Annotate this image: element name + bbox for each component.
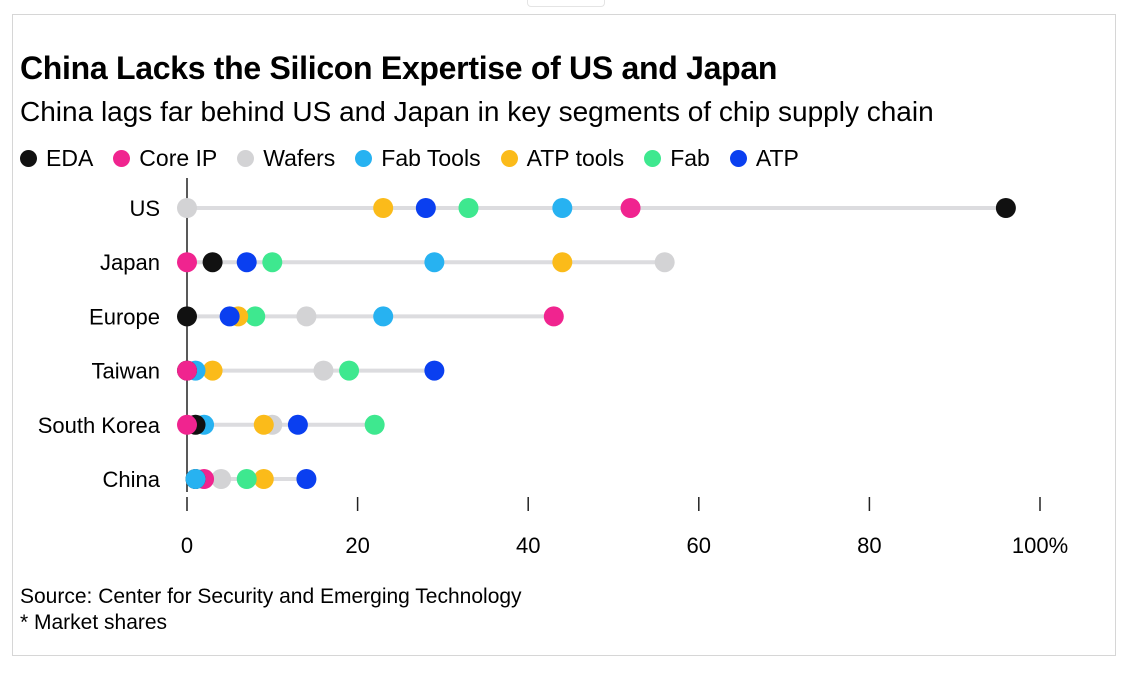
dot-japan-atp-tools bbox=[552, 252, 573, 273]
legend-label-core-ip: Core IP bbox=[139, 144, 218, 171]
legend-label-atp-tools: ATP tools bbox=[526, 144, 625, 171]
dot-europe-core-ip bbox=[543, 306, 564, 327]
dot-europe-fab bbox=[245, 306, 266, 327]
category-label-us: US bbox=[129, 196, 160, 221]
dot-us-wafers bbox=[177, 198, 197, 218]
chart-card bbox=[12, 14, 1116, 656]
dot-europe-eda bbox=[177, 306, 197, 327]
chart-legend: EDA Core IP Wafers Fab Tools ATP tools Fab ATP bbox=[20, 144, 819, 172]
chart-title: China Lacks the Silicon Expertise of US … bbox=[20, 50, 778, 86]
category-label-china: China bbox=[103, 467, 161, 492]
dot-europe-fab-tools bbox=[373, 306, 394, 327]
dot-us-atp-tools bbox=[373, 198, 394, 218]
dot-europe-wafers bbox=[296, 306, 317, 327]
legend-swatch-atp bbox=[729, 149, 747, 167]
legend-label-fab-tools: Fab Tools bbox=[381, 144, 481, 171]
category-label-europe: Europe bbox=[89, 304, 160, 329]
x-tick-label-60: 60 bbox=[687, 533, 711, 558]
legend-swatch-wafers bbox=[237, 149, 255, 167]
top-tab-decoration bbox=[527, 0, 605, 7]
dot-us-fab bbox=[458, 198, 479, 218]
legend-item-fab-tools: Fab Tools bbox=[355, 144, 481, 172]
legend-swatch-fab-tools bbox=[355, 149, 373, 167]
dot-japan-fab-tools bbox=[424, 252, 445, 273]
dot-japan-wafers bbox=[654, 252, 675, 273]
x-tick-label-40: 40 bbox=[516, 533, 540, 558]
legend-swatch-atp-tools bbox=[500, 149, 518, 167]
dot-us-core-ip bbox=[620, 198, 641, 218]
legend-item-fab: Fab bbox=[644, 145, 710, 172]
dot-taiwan-core-ip bbox=[177, 360, 197, 381]
dot-taiwan-fab bbox=[339, 360, 360, 381]
legend-item-atp-tools: ATP tools bbox=[500, 144, 625, 172]
legend-item-atp: ATP bbox=[729, 144, 799, 172]
dot-taiwan-wafers bbox=[313, 360, 334, 381]
legend-label-fab: Fab bbox=[670, 144, 710, 171]
x-tick-label-20: 20 bbox=[345, 533, 369, 558]
legend-item-eda: EDA bbox=[20, 145, 93, 172]
legend-label-wafers: Wafers bbox=[263, 144, 336, 171]
dot-japan-eda bbox=[202, 252, 223, 273]
dot-us-atp bbox=[415, 198, 436, 218]
source-note: Source: Center for Security and Emerging… bbox=[20, 585, 522, 608]
x-tick-label-0: 0 bbox=[181, 533, 193, 558]
dot-japan-fab bbox=[262, 252, 283, 273]
dot-taiwan-atp bbox=[424, 360, 445, 381]
dot-us-fab-tools bbox=[552, 198, 573, 218]
dot-japan-core-ip bbox=[177, 252, 197, 273]
legend-label-eda: EDA bbox=[46, 144, 94, 171]
x-tick-label-100: 100% bbox=[1012, 533, 1068, 558]
legend-swatch-eda bbox=[20, 149, 37, 167]
category-label-japan: Japan bbox=[100, 250, 160, 275]
dot-taiwan-atp-tools bbox=[202, 360, 223, 381]
dot-china-atp bbox=[296, 469, 317, 489]
dot-china-fab bbox=[236, 469, 257, 489]
legend-swatch-core-ip bbox=[113, 149, 131, 167]
dot-south-korea-fab bbox=[364, 414, 385, 435]
chart-footer: Source: Center for Security and Emerging… bbox=[20, 584, 522, 636]
legend-item-core-ip: Core IP bbox=[113, 145, 217, 172]
legend-swatch-fab bbox=[644, 149, 662, 167]
chart-subtitle: China lags far behind US and Japan in ke… bbox=[20, 96, 934, 127]
dot-south-korea-core-ip bbox=[177, 414, 197, 435]
category-label-taiwan: Taiwan bbox=[92, 359, 160, 384]
market-share-note: * Market shares bbox=[20, 611, 168, 634]
dot-china-wafers bbox=[211, 469, 232, 489]
dot-europe-atp bbox=[219, 306, 240, 327]
x-tick-label-80: 80 bbox=[857, 533, 881, 558]
dot-south-korea-atp bbox=[287, 414, 308, 435]
dot-china-atp-tools bbox=[253, 469, 274, 489]
dot-south-korea-atp-tools bbox=[253, 414, 274, 435]
dot-china-fab-tools bbox=[185, 469, 206, 489]
category-label-south-korea: South Korea bbox=[38, 413, 161, 438]
dot-japan-atp bbox=[236, 252, 257, 273]
legend-label-atp: ATP bbox=[755, 144, 799, 171]
legend-item-wafers: Wafers bbox=[237, 145, 335, 172]
dot-us-eda bbox=[995, 198, 1016, 218]
